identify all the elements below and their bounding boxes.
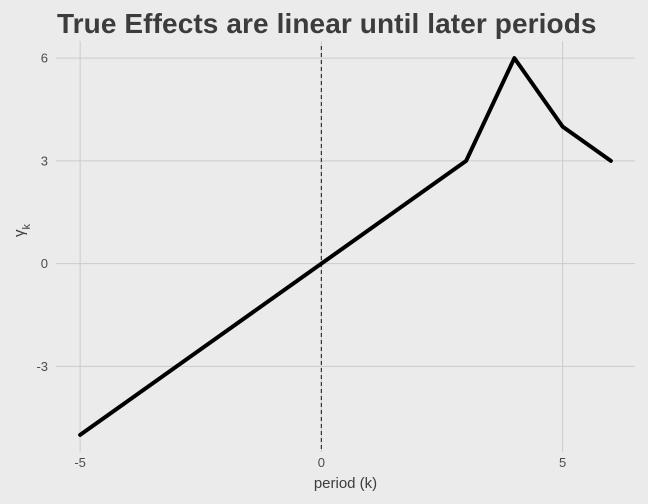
y-tick-label: 0 [41, 256, 48, 271]
x-tick-label: 0 [318, 455, 325, 470]
y-axis-symbol: γ [11, 229, 28, 237]
y-axis-title: γk [11, 224, 33, 238]
x-tick-labels: -5 0 5 [74, 455, 566, 470]
x-axis-title: period (k) [314, 475, 377, 492]
y-tick-label: 6 [41, 51, 48, 66]
y-axis-subscript: k [21, 224, 33, 230]
chart-title: True Effects are linear until later peri… [57, 8, 597, 39]
y-tick-label: 3 [41, 153, 48, 168]
x-tick-label: -5 [74, 455, 86, 470]
x-tick-label: 5 [559, 455, 566, 470]
y-tick-labels: -3 0 3 6 [36, 51, 48, 374]
grid-lines [56, 41, 635, 452]
y-tick-label: -3 [36, 359, 48, 374]
series-line [78, 56, 613, 437]
